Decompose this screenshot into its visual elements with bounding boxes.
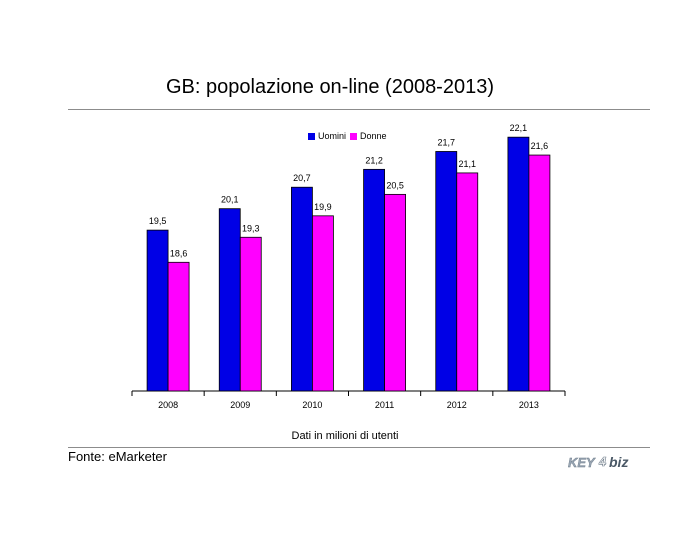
bar-women — [312, 215, 334, 392]
x-tick-label: 2011 — [375, 400, 394, 410]
bar-women — [167, 261, 190, 392]
x-tick-label: 2008 — [158, 400, 178, 410]
legend-item-women: Donne — [350, 131, 387, 141]
legend-label-women: Donne — [360, 131, 387, 141]
data-label-women: 20,5 — [386, 180, 404, 190]
x-tick-label: 2013 — [519, 400, 539, 410]
data-label-women: 21,1 — [458, 159, 476, 169]
bar-men — [363, 168, 385, 392]
chart-note: Dati in milioni di utenti — [291, 430, 399, 442]
source-text: Fonte: eMarketer — [68, 449, 167, 464]
data-label-men: 20,7 — [293, 173, 311, 183]
data-label-men: 19,5 — [149, 216, 167, 226]
data-label-men: 20,1 — [221, 195, 239, 205]
data-label-men: 21,2 — [365, 155, 383, 165]
bar-men — [218, 208, 241, 392]
legend-item-men: Uomini — [308, 131, 346, 141]
bar-men — [291, 186, 313, 392]
legend-swatch-women — [350, 132, 358, 140]
page-title: GB: popolazione on-line (2008-2013) — [166, 76, 494, 98]
chart-legend: Uomini Donne — [308, 131, 391, 141]
top-divider — [68, 109, 650, 110]
legend-swatch-men — [308, 132, 315, 140]
data-label-women: 19,9 — [314, 202, 332, 212]
bar-men — [435, 151, 458, 392]
data-label-men: 21,7 — [437, 137, 455, 147]
x-tick-label: 2009 — [230, 400, 250, 410]
x-tick-label: 2012 — [447, 400, 467, 410]
bar-women — [528, 154, 551, 392]
bar-men — [507, 136, 530, 392]
bar-women — [456, 172, 479, 392]
x-tick-label: 2010 — [302, 400, 322, 410]
data-label-men: 22,1 — [510, 123, 528, 133]
data-label-women: 21,6 — [531, 141, 549, 151]
bar-women — [384, 193, 406, 392]
bar-women — [239, 236, 262, 392]
bottom-divider — [68, 447, 650, 448]
svg-text:biz: biz — [609, 454, 628, 470]
data-label-women: 18,6 — [170, 248, 188, 258]
legend-label-men: Uomini — [318, 131, 347, 141]
svg-text:KEY: KEY — [568, 455, 596, 470]
key4biz-logo: KEY 4 biz — [568, 454, 629, 471]
data-label-women: 19,3 — [242, 223, 260, 233]
svg-text:4: 4 — [598, 454, 607, 469]
bar-men — [146, 229, 169, 392]
